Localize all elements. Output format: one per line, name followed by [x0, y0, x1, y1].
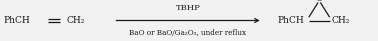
Text: O: O — [316, 0, 323, 3]
Text: PhCH: PhCH — [4, 16, 31, 25]
Text: TBHP: TBHP — [176, 4, 200, 12]
Text: CH₂: CH₂ — [66, 16, 85, 25]
Text: CH₂: CH₂ — [332, 16, 350, 25]
Text: PhCH: PhCH — [278, 16, 305, 25]
Text: BaO or BaO/Ga₂O₃, under reflux: BaO or BaO/Ga₂O₃, under reflux — [130, 29, 246, 37]
